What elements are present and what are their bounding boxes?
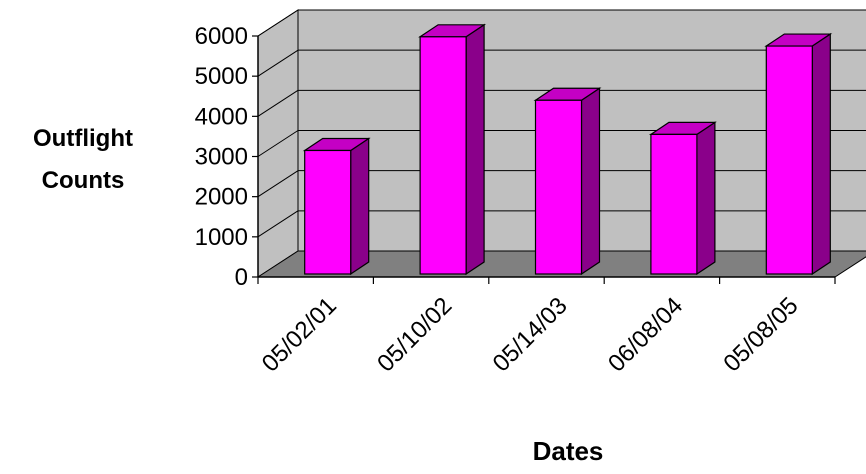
y-tick-label: 3000	[195, 144, 248, 171]
x-axis-title: Dates	[533, 436, 604, 466]
y-axis-title-line-1: Outflight	[33, 125, 133, 152]
axes	[252, 35, 836, 284]
gridline-side-4000	[257, 89, 299, 117]
y-tick-label: 2000	[195, 184, 248, 211]
bar-side-face	[811, 32, 831, 276]
x-tick-label: 05/10/02	[372, 292, 457, 377]
bar	[764, 32, 833, 276]
bars	[302, 23, 833, 276]
y-axis-title-line-2: Counts	[42, 167, 125, 194]
x-tick-label: 05/14/03	[488, 292, 573, 377]
gridline-side-1000	[257, 210, 299, 238]
x-tick-label: 05/08/05	[718, 292, 803, 377]
x-tick-label: 05/02/01	[257, 292, 342, 377]
x-tick-label: 06/08/04	[603, 292, 688, 377]
bar-front-face	[304, 149, 352, 275]
bar-side-face	[350, 137, 370, 276]
bar-side-face	[465, 23, 485, 276]
gridline-side-3000	[257, 130, 299, 157]
gridline-side-2000	[257, 170, 299, 198]
bar-side-face	[580, 87, 601, 276]
gridline-side-6000	[257, 9, 299, 37]
bar-front-face	[534, 99, 583, 275]
bar-front-face	[650, 133, 698, 275]
bar-side-face	[696, 121, 716, 276]
bar-front-face	[765, 45, 813, 275]
y-tick-label: 6000	[195, 23, 248, 50]
bar	[533, 87, 602, 276]
x-tick-labels: 05/02/01 05/10/02 05/14/03 06/08/04 05/08/05	[257, 292, 804, 377]
y-tick-label: 5000	[195, 63, 248, 90]
y-tick-labels: 0 1000 2000 3000 4000 5000 6000	[195, 23, 248, 291]
bar	[418, 23, 487, 276]
bar-front-face	[419, 36, 467, 275]
y-tick-label: 0	[235, 264, 248, 291]
y-tick-label: 1000	[195, 224, 248, 251]
y-tick-label: 4000	[195, 103, 248, 130]
bar	[648, 121, 717, 276]
gridline-side-5000	[257, 49, 299, 77]
bar	[302, 137, 371, 276]
